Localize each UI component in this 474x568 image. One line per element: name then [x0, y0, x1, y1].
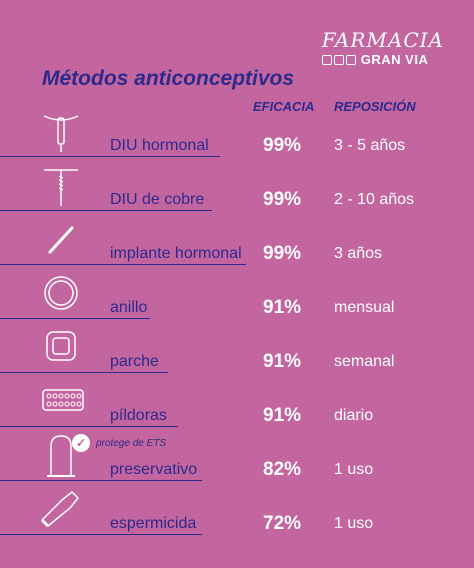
- method-row: implante hormonal 99% 3 años: [0, 216, 474, 270]
- row-divider: [0, 480, 202, 481]
- logo-line1: FARMACIA: [321, 28, 444, 52]
- ets-note: ✓ protege de ETS: [72, 434, 166, 452]
- ring-icon: [38, 270, 84, 316]
- patch-icon: [38, 324, 84, 370]
- row-divider: [0, 426, 178, 427]
- pills-icon: [38, 378, 84, 424]
- row-divider: [0, 264, 246, 265]
- method-replacement: 2 - 10 años: [334, 191, 415, 208]
- logo-mark-icon: [345, 54, 356, 65]
- method-name: píldoras: [110, 407, 167, 424]
- method-row: DIU de cobre 99% 2 - 10 años: [0, 162, 474, 216]
- ets-note-text: protege de ETS: [96, 437, 167, 449]
- row-divider: [0, 210, 212, 211]
- method-replacement: 1 uso: [334, 515, 374, 532]
- method-row: DIU hormonal 99% 3 - 5 años: [0, 108, 474, 162]
- method-efficacy: 82%: [263, 459, 302, 480]
- method-row: preservativo 82% 1 uso: [0, 432, 474, 486]
- row-divider: [0, 534, 202, 535]
- method-replacement: diario: [334, 407, 374, 424]
- row-divider: [0, 318, 150, 319]
- row-divider: [0, 156, 220, 157]
- method-row: parche 91% semanal: [0, 324, 474, 378]
- method-name: anillo: [110, 299, 148, 316]
- implant-icon: [38, 216, 84, 262]
- method-efficacy: 99%: [263, 189, 302, 210]
- logo-line2: GRAN VIA: [360, 52, 429, 67]
- iud-copper-icon: [38, 162, 84, 208]
- method-efficacy: 72%: [263, 513, 302, 534]
- spermicide-tube-icon: [38, 486, 84, 532]
- method-replacement: 3 años: [334, 245, 383, 262]
- method-row: espermicida 72% 1 uso: [0, 486, 474, 540]
- replacement-header: REPOSICIÓN: [334, 99, 416, 114]
- method-replacement: 3 - 5 años: [334, 137, 406, 154]
- method-replacement: semanal: [334, 353, 395, 370]
- brand-logo: FARMACIA GRAN VIA: [321, 28, 444, 67]
- method-efficacy: 91%: [263, 405, 302, 426]
- method-name: espermicida: [110, 515, 197, 532]
- method-efficacy: 99%: [263, 135, 302, 156]
- method-name: preservativo: [110, 461, 198, 478]
- condom-icon: [38, 432, 84, 478]
- method-name: DIU de cobre: [110, 191, 205, 208]
- method-name: DIU hormonal: [110, 137, 209, 154]
- method-efficacy: 91%: [263, 351, 302, 372]
- method-row: píldoras 91% diario: [0, 378, 474, 432]
- method-name: parche: [110, 353, 159, 370]
- method-replacement: 1 uso: [334, 461, 374, 478]
- page-title: Métodos anticonceptivos: [42, 67, 295, 90]
- method-efficacy: 91%: [263, 297, 302, 318]
- efficacy-header: EFICACIA: [253, 99, 315, 114]
- row-divider: [0, 372, 168, 373]
- logo-mark-icon: [321, 54, 332, 65]
- check-icon: ✓: [72, 434, 90, 452]
- logo-mark-icon: [333, 54, 344, 65]
- method-replacement: mensual: [334, 299, 395, 316]
- method-name: implante hormonal: [110, 245, 242, 262]
- iud-hormonal-icon: [38, 108, 84, 154]
- method-row: anillo 91% mensual: [0, 270, 474, 324]
- method-efficacy: 99%: [263, 243, 302, 264]
